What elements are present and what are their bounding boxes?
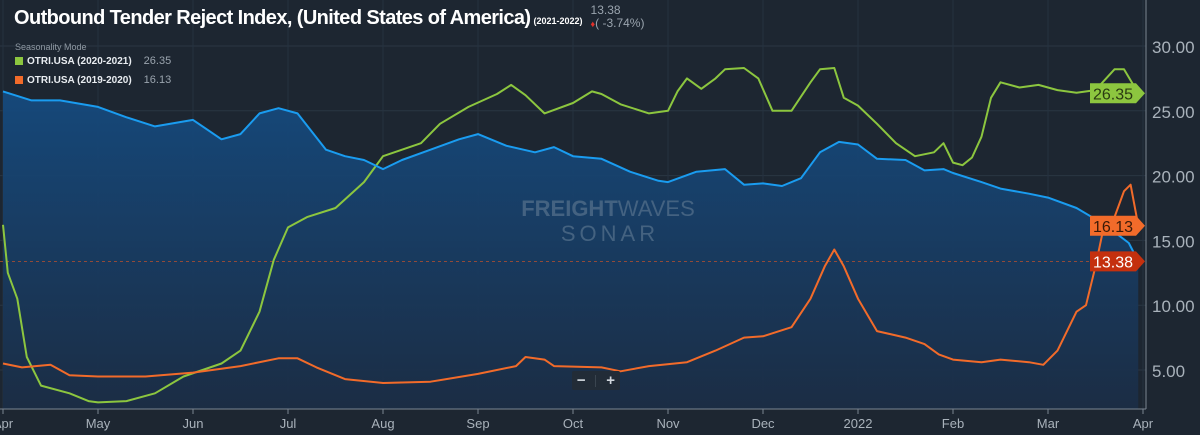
chart-title: Outbound Tender Reject Index, (United St… — [14, 7, 583, 30]
seasonality-mode-label: Seasonality Mode — [15, 42, 87, 52]
last-value-tag-text: 16.13 — [1093, 219, 1133, 236]
watermark-freight: FREIGHT — [521, 196, 618, 221]
legend-name: OTRI.USA (2020-2021) — [27, 55, 132, 67]
x-tick-label: Apr — [0, 416, 14, 431]
watermark-sonar: SONAR — [561, 221, 659, 246]
last-value-tag: 26.35 — [1090, 83, 1145, 104]
last-value-tag-bg — [1090, 215, 1145, 236]
title-text: Outbound Tender Reject Index, (United St… — [14, 7, 531, 29]
legend-name: OTRI.USA (2019-2020) — [27, 74, 132, 86]
watermark-waves: WAVES — [618, 196, 695, 221]
last-value-tag-text: 26.35 — [1093, 86, 1133, 103]
x-tick-label: Dec — [751, 416, 775, 431]
y-tick-label: 15.00 — [1152, 232, 1195, 251]
x-tick-label: 2022 — [844, 416, 873, 431]
legend-swatch-green — [15, 57, 23, 65]
x-tick-label: Nov — [656, 416, 680, 431]
x-tick-label: Mar — [1037, 416, 1060, 431]
zoom-controls: − + — [572, 371, 620, 390]
last-value-tag-bg — [1090, 251, 1145, 272]
x-tick-label: Aug — [371, 416, 394, 431]
legend-swatch-orange — [15, 76, 23, 84]
legend-value: 16.13 — [143, 74, 172, 86]
y-tick-label: 25.00 — [1152, 103, 1195, 122]
x-tick-label: Jul — [280, 416, 297, 431]
y-tick-label: 10.00 — [1152, 297, 1195, 316]
legend-item-2019-2020[interactable]: OTRI.USA (2019-2020) 16.13 — [15, 74, 171, 86]
last-value-tag: 16.13 — [1090, 215, 1145, 236]
down-arrow-icon: ♦ — [590, 19, 596, 29]
current-value: 13.38 — [590, 3, 621, 17]
last-value-tag: 13.38 — [1090, 251, 1145, 272]
series-line-otri-usa-2021-2022-[interactable] — [2, 90, 1140, 262]
freightwaves-sonar-watermark: FREIGHTWAVES SONAR — [521, 196, 695, 246]
zoom-out-button[interactable]: − — [576, 372, 586, 389]
y-tick-label: 30.00 — [1152, 38, 1195, 57]
current-change: ( -3.74%) — [595, 16, 645, 30]
last-value-tag-bg — [1090, 83, 1145, 104]
last-value-tag-text: 13.38 — [1093, 254, 1133, 271]
x-tick-label: Feb — [942, 416, 964, 431]
legend-item-2020-2021[interactable]: OTRI.USA (2020-2021) 26.35 — [15, 55, 171, 67]
x-tick-label: Apr — [1133, 416, 1154, 431]
y-tick-label: 20.00 — [1152, 168, 1195, 187]
x-tick-label: Sep — [466, 416, 489, 431]
x-tick-label: Jun — [183, 416, 204, 431]
title-period: (2021-2022) — [533, 16, 583, 26]
legend-value: 26.35 — [143, 55, 172, 67]
main-series-area — [3, 91, 1139, 410]
divider — [595, 374, 597, 387]
current-value-box: 13.38 ♦( -3.74%) — [591, 4, 645, 31]
zoom-in-button[interactable]: + — [606, 372, 616, 389]
svg-text:FREIGHTWAVES: FREIGHTWAVES — [521, 196, 695, 221]
chart-header: Outbound Tender Reject Index, (United St… — [14, 4, 644, 31]
series-line-otri-usa-2019-2020-[interactable] — [2, 183, 1140, 384]
series-line-otri-usa-2020-2021-[interactable] — [2, 67, 1140, 404]
y-tick-label: 5.00 — [1152, 362, 1185, 381]
x-tick-label: May — [86, 416, 111, 431]
x-tick-label: Oct — [563, 416, 584, 431]
